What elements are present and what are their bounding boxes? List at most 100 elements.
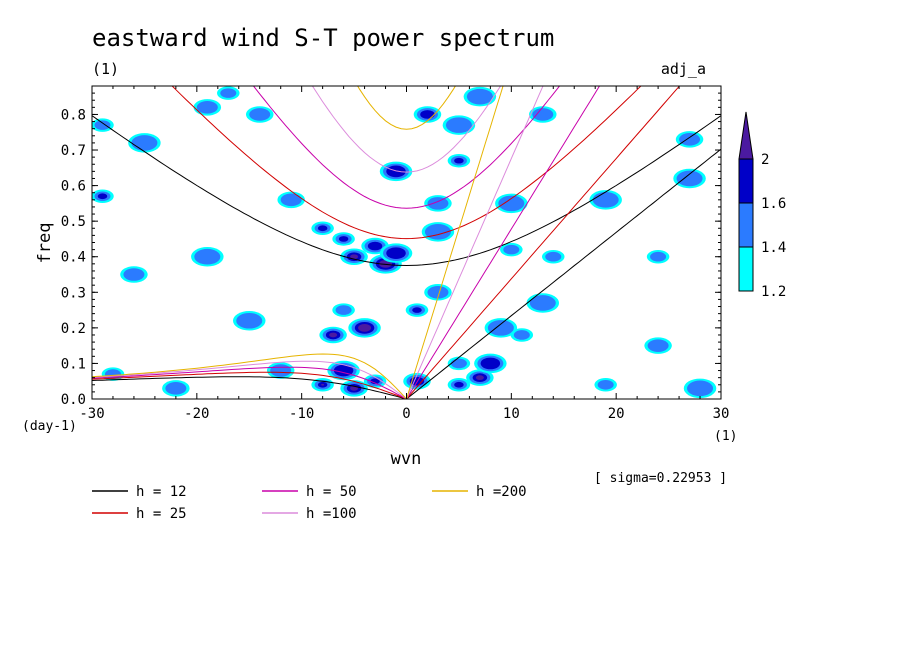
kelvin-wave-curve bbox=[406, 86, 681, 399]
contour-patch bbox=[220, 88, 237, 98]
legend: h = 12 h = 25 h = 50 h =100 h =200 bbox=[92, 484, 527, 522]
contour-patch bbox=[236, 312, 263, 329]
contour-patch bbox=[487, 320, 514, 336]
x-tick-label: -30 bbox=[79, 406, 104, 422]
colorbar-label: 1.4 bbox=[761, 240, 786, 256]
axis-ticks: -30 -20 -10 0 10 20 30 0.0 0.1 0.2 0.3 0.4 0.5 0.6 0.7… bbox=[61, 86, 729, 422]
rossby-wave-curve bbox=[92, 360, 407, 399]
contour-patch bbox=[196, 101, 218, 114]
chart-title: eastward wind S-T power spectrum bbox=[92, 24, 554, 52]
contour-patch bbox=[503, 244, 520, 255]
inertia-gravity-curve bbox=[311, 86, 502, 173]
x-tick-label: -10 bbox=[289, 406, 314, 422]
chart-subtitle-left: (1) bbox=[92, 60, 119, 78]
chart-subtitle-right: adj_a bbox=[661, 60, 706, 78]
contour-patch bbox=[427, 285, 449, 299]
contour-patch bbox=[338, 236, 349, 242]
legend-label: h =100 bbox=[306, 506, 357, 522]
contour-patch bbox=[321, 383, 325, 386]
plot-frame bbox=[91, 85, 722, 400]
inertia-gravity-curve bbox=[252, 86, 561, 209]
y-tick-label: 0.6 bbox=[61, 179, 86, 195]
contour-patch bbox=[335, 305, 352, 315]
contour-patch bbox=[545, 251, 562, 262]
y-tick-label: 0.3 bbox=[61, 285, 86, 301]
y-tick-label: 0.5 bbox=[61, 214, 86, 230]
contour-patch bbox=[445, 117, 472, 133]
kelvin-wave-curve bbox=[406, 148, 721, 399]
contour-patch bbox=[480, 357, 501, 370]
contour-patch bbox=[317, 225, 328, 232]
contour-patch bbox=[412, 307, 422, 313]
rossby-wave-curve bbox=[92, 353, 407, 399]
contour-patch bbox=[386, 247, 406, 260]
rossby-wave-curve bbox=[92, 376, 407, 399]
y-tick-label: 0.4 bbox=[61, 250, 86, 266]
contour-fill-layer bbox=[92, 86, 717, 399]
contour-patch bbox=[131, 135, 158, 151]
contour-patch bbox=[123, 268, 145, 281]
colorbar-label: 2 bbox=[761, 152, 769, 168]
x-axis-unit: (1) bbox=[714, 429, 737, 444]
y-tick-label: 0.7 bbox=[61, 143, 86, 159]
contour-patch bbox=[97, 193, 108, 200]
y-tick-label: 0.2 bbox=[61, 321, 86, 337]
y-axis-unit: (day-1) bbox=[22, 419, 77, 434]
contour-patch bbox=[676, 170, 703, 187]
contour-patch bbox=[647, 339, 669, 352]
y-tick-label: 0.8 bbox=[61, 107, 86, 123]
contour-patch bbox=[370, 378, 380, 385]
legend-label: h = 25 bbox=[136, 506, 187, 522]
contour-patch bbox=[367, 241, 383, 251]
contour-patch bbox=[165, 382, 187, 395]
x-tick-label: 20 bbox=[608, 406, 625, 422]
contour-patch bbox=[450, 358, 467, 369]
contour-patch bbox=[270, 364, 292, 377]
contour-patch bbox=[329, 332, 338, 338]
contour-patch bbox=[249, 108, 271, 121]
contour-patch bbox=[194, 248, 221, 265]
x-tick-label: 0 bbox=[402, 406, 410, 422]
contour-patch bbox=[454, 381, 464, 388]
x-tick-label: 10 bbox=[503, 406, 520, 422]
y-tick-label: 0.1 bbox=[61, 356, 86, 372]
contour-patch bbox=[420, 110, 435, 119]
kelvin-wave-curve bbox=[406, 86, 544, 399]
contour-patch bbox=[679, 133, 701, 146]
dispersion-curves bbox=[92, 86, 721, 399]
colorbar-extend-triangle bbox=[738, 111, 754, 160]
colorbar-label: 1.6 bbox=[761, 196, 786, 212]
inertia-gravity-curve bbox=[92, 115, 721, 267]
contour-patch bbox=[597, 379, 614, 390]
contour-patch bbox=[592, 192, 619, 208]
contour-patch bbox=[94, 120, 111, 130]
rossby-wave-curve bbox=[92, 371, 407, 399]
inertia-gravity-curve bbox=[171, 86, 642, 240]
colorbar: 1.2 1.4 1.6 2 bbox=[738, 111, 786, 300]
y-tick-label: 0.0 bbox=[61, 392, 86, 408]
contour-patch bbox=[427, 197, 449, 210]
contour-patch bbox=[350, 254, 359, 260]
contour-patch bbox=[466, 88, 493, 105]
sigma-note: [ sigma=0.22953 ] bbox=[594, 471, 727, 486]
contour-patch bbox=[650, 251, 667, 262]
contour-patch bbox=[529, 295, 556, 311]
colorbar-segment bbox=[738, 246, 754, 292]
legend-label: h =200 bbox=[476, 484, 527, 500]
kelvin-wave-curve bbox=[406, 86, 504, 399]
contour-patch bbox=[454, 157, 464, 164]
contour-patch bbox=[532, 108, 554, 121]
kelvin-wave-curve bbox=[406, 86, 601, 399]
contour-patch bbox=[687, 380, 714, 397]
contour-patch bbox=[513, 330, 530, 340]
legend-label: h = 12 bbox=[136, 484, 187, 500]
contour-patch bbox=[358, 323, 372, 332]
contour-patch bbox=[475, 375, 484, 381]
rossby-wave-curve bbox=[92, 366, 407, 399]
legend-label: h = 50 bbox=[306, 484, 357, 500]
contour-patch bbox=[280, 193, 302, 207]
colorbar-segment bbox=[738, 158, 754, 204]
x-tick-label: -20 bbox=[184, 406, 209, 422]
